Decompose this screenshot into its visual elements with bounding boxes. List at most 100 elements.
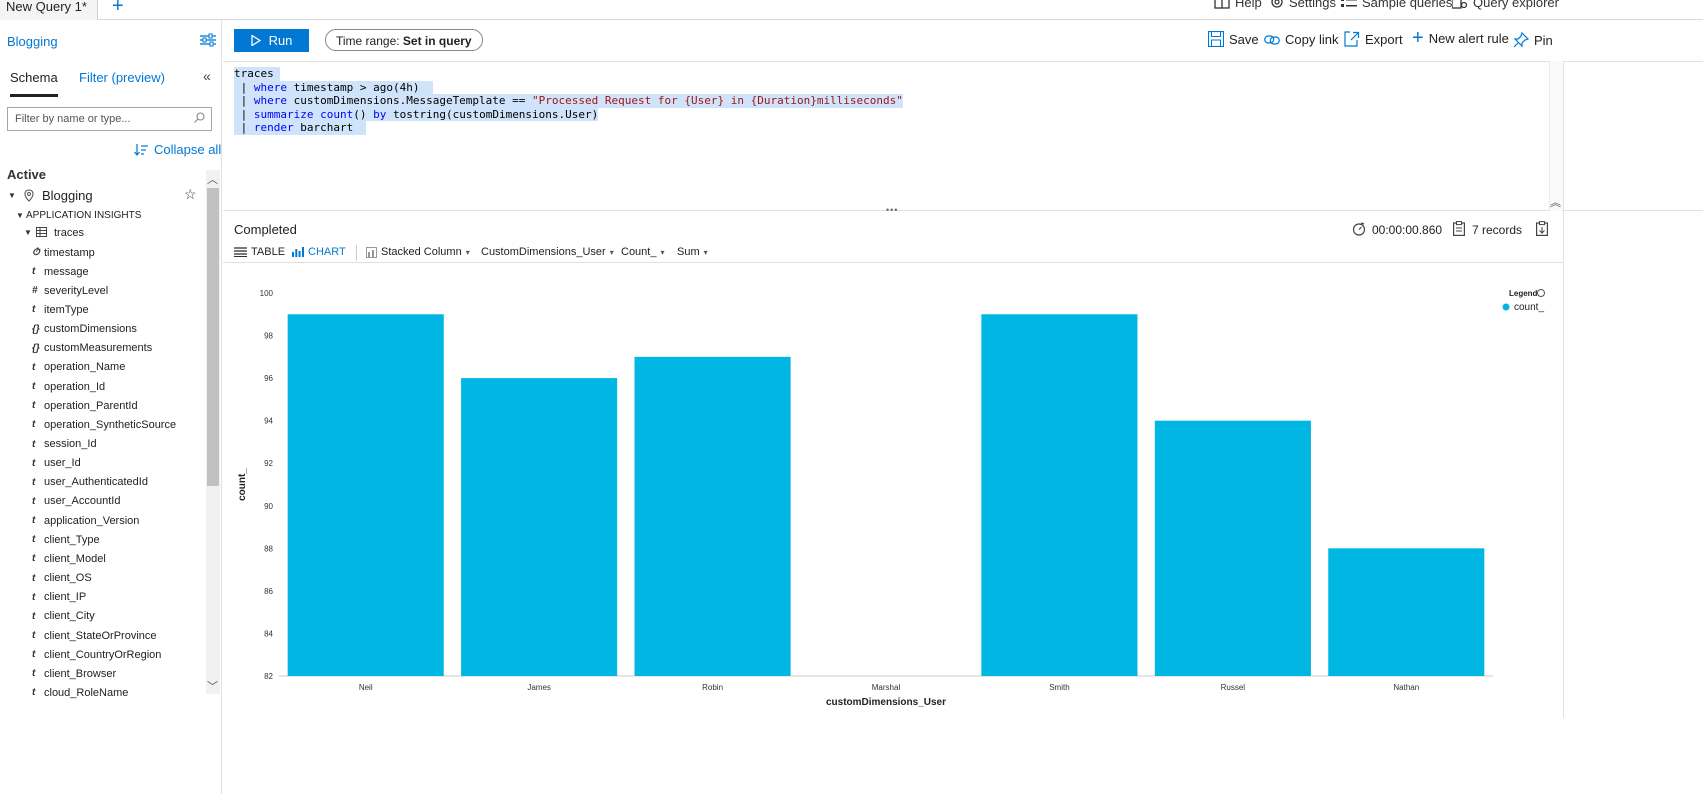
location-pin-icon	[24, 188, 34, 202]
query-code[interactable]: traces | where timestamp > ago(4h) | whe…	[234, 67, 903, 135]
field-name: client_City	[44, 610, 95, 623]
add-tab-button[interactable]: +	[112, 0, 124, 17]
code-line: | where timestamp > ago(4h)	[234, 80, 903, 94]
field-name: operation_Name	[44, 361, 126, 374]
schema-field-row[interactable]: t client_Browser	[32, 664, 116, 683]
collapse-all-button[interactable]: Collapse all	[134, 142, 221, 157]
field-name: client_Browser	[44, 667, 117, 680]
y-tick-label: 98	[264, 332, 273, 341]
schema-field-row[interactable]: {} customMeasurements	[32, 339, 152, 358]
view-bar	[223, 241, 1563, 263]
run-label: Run	[268, 33, 293, 48]
help-link[interactable]: Help	[1214, 0, 1262, 10]
scroll-up-icon[interactable]: ︿	[207, 174, 218, 186]
code-token: by	[373, 107, 387, 121]
schema-field-row[interactable]: t user_Id	[32, 454, 81, 473]
splitter-handle[interactable]: •••	[886, 205, 899, 215]
export-button[interactable]: Export	[1344, 31, 1403, 47]
schema-field-row[interactable]: t operation_Name	[32, 358, 125, 377]
view-table-tab[interactable]: TABLE	[234, 246, 285, 258]
field-type-icon: t	[32, 266, 36, 278]
field-type-icon: t	[32, 668, 36, 680]
scroll-down-icon[interactable]: ﹀	[207, 681, 218, 693]
query-editor[interactable]	[223, 61, 1703, 211]
editor-scrollbar[interactable]	[1549, 61, 1563, 211]
caret-down-icon: ▼	[16, 211, 24, 220]
field-type-icon: t	[32, 476, 36, 488]
schema-field-row[interactable]: t client_StateOrProvince	[32, 626, 157, 645]
schema-field-row[interactable]: t client_Model	[32, 549, 106, 568]
collapse-panel-icon[interactable]: «	[203, 68, 211, 84]
query-explorer-link[interactable]: Query explorer	[1452, 0, 1559, 10]
settings-link[interactable]: Settings	[1270, 0, 1336, 10]
schema-field-row[interactable]: t client_IP	[32, 588, 86, 607]
table-row-traces[interactable]: ▼ traces	[24, 223, 84, 242]
schema-scrollbar-thumb[interactable]	[207, 188, 219, 486]
field-type-icon: t	[32, 400, 36, 412]
schema-field-row[interactable]: t operation_ParentId	[32, 396, 138, 415]
y-field-dropdown[interactable]: Count_ ▾	[621, 246, 665, 258]
tab-query[interactable]: New Query 1*	[0, 0, 98, 20]
code-token: where	[253, 94, 287, 107]
tab-schema[interactable]: Schema	[10, 70, 58, 97]
save-button[interactable]: Save	[1208, 31, 1259, 47]
query-explorer-icon	[1452, 0, 1468, 9]
field-type-icon: t	[32, 419, 36, 431]
field-type-icon: t	[32, 361, 36, 373]
query-status: Completed	[234, 222, 297, 237]
pin-button[interactable]: Pin	[1513, 32, 1553, 48]
schema-field-row[interactable]: t client_CountryOrRegion	[32, 645, 161, 664]
favorite-star-icon[interactable]: ☆	[184, 186, 197, 202]
schema-field-row[interactable]: t cloud_RoleName	[32, 683, 128, 702]
resource-row[interactable]: ▼ Blogging	[8, 186, 93, 205]
code-token: |	[234, 107, 254, 121]
field-type-icon: t	[32, 591, 36, 603]
field-name: severityLevel	[44, 284, 109, 297]
code-token: barchart	[293, 121, 367, 134]
field-name: itemType	[44, 303, 89, 316]
schema-field-row[interactable]: t client_City	[32, 607, 95, 626]
schema-field-row[interactable]: {} customDimensions	[32, 320, 137, 339]
group-row[interactable]: ▼ APPLICATION INSIGHTS	[16, 206, 141, 225]
time-range-picker[interactable]: Time range: Set in query	[325, 29, 483, 51]
chart-type-dropdown[interactable]: Stacked Column ▾	[366, 246, 470, 258]
schema-field-row[interactable]: t operation_Id	[32, 377, 105, 396]
schema-field-row[interactable]: t itemType	[32, 300, 89, 319]
schema-field-row[interactable]: t client_Type	[32, 530, 100, 549]
legend-swatch	[1502, 303, 1510, 311]
field-name: user_AccountId	[44, 495, 121, 508]
search-icon	[194, 112, 205, 123]
schema-field-row[interactable]: # severityLevel	[32, 281, 108, 300]
field-type-icon: t	[32, 553, 36, 565]
schema-field-row[interactable]: t user_AccountId	[32, 492, 120, 511]
schema-field-row[interactable]: t message	[32, 262, 89, 281]
schema-field-row[interactable]: t session_Id	[32, 435, 97, 454]
divider	[356, 245, 357, 261]
code-token: ()	[353, 107, 374, 121]
schema-field-row[interactable]: t user_AuthenticatedId	[32, 473, 148, 492]
new-alert-rule-button[interactable]: + New alert rule	[1412, 28, 1509, 48]
schema-field-row[interactable]: ⏱ timestamp	[32, 243, 95, 262]
sample-queries-link[interactable]: Sample queries	[1341, 0, 1452, 10]
schema-field-row[interactable]: t operation_SyntheticSource	[32, 415, 176, 434]
workspace-link[interactable]: Blogging	[7, 34, 58, 49]
run-button[interactable]: Run	[234, 29, 309, 52]
code-token: traces	[234, 67, 281, 80]
schema-field-row[interactable]: t client_OS	[32, 569, 92, 588]
aggregation-dropdown[interactable]: Sum ▾	[677, 246, 708, 258]
view-chart-tab[interactable]: CHART	[292, 246, 346, 258]
help-label: Help	[1235, 0, 1262, 10]
field-type-icon: t	[32, 610, 36, 622]
collapse-editor-icon[interactable]: ︽	[1550, 197, 1561, 209]
tab-filter[interactable]: Filter (preview)	[79, 70, 165, 85]
time-range-prefix: Time range:	[336, 34, 403, 48]
copy-link-button[interactable]: Copy link	[1264, 32, 1338, 47]
tune-icon[interactable]	[200, 33, 216, 47]
field-name: user_Id	[44, 457, 81, 470]
tab-query-label: New Query 1*	[6, 0, 87, 14]
code-token: customDimensions.MessageTemplate ==	[287, 94, 533, 107]
x-field-dropdown[interactable]: CustomDimensions_User ▾	[481, 246, 614, 258]
schema-filter-input[interactable]: Filter by name or type...	[7, 107, 212, 131]
copy-results-icon[interactable]	[1536, 221, 1548, 236]
schema-field-row[interactable]: t application_Version	[32, 511, 139, 530]
